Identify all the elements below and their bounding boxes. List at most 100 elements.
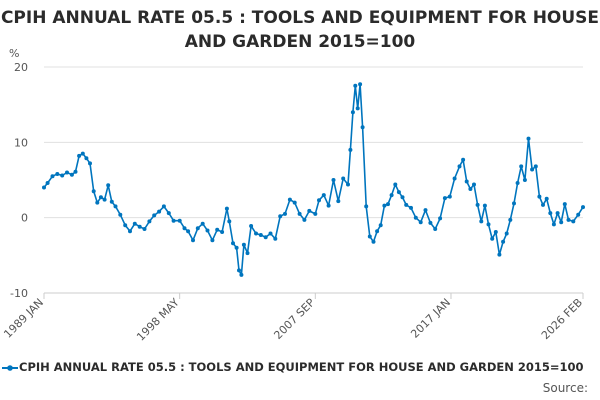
- data-point[interactable]: [177, 218, 182, 223]
- data-point[interactable]: [65, 170, 69, 175]
- data-point[interactable]: [358, 82, 363, 87]
- data-point[interactable]: [268, 231, 273, 236]
- data-point[interactable]: [171, 218, 176, 223]
- data-point[interactable]: [137, 224, 142, 229]
- data-point[interactable]: [147, 219, 152, 224]
- data-point[interactable]: [263, 235, 268, 240]
- data-point[interactable]: [80, 151, 85, 156]
- data-point[interactable]: [530, 167, 535, 172]
- data-point[interactable]: [447, 194, 452, 199]
- data-point[interactable]: [562, 202, 567, 207]
- data-point[interactable]: [239, 272, 244, 277]
- data-point[interactable]: [210, 238, 215, 243]
- data-point[interactable]: [166, 211, 171, 216]
- data-point[interactable]: [132, 221, 137, 226]
- legend[interactable]: CPIH ANNUAL RATE 05.5 : TOOLS AND EQUIPM…: [0, 359, 600, 377]
- data-point[interactable]: [559, 220, 564, 225]
- data-point[interactable]: [254, 231, 258, 236]
- data-point[interactable]: [157, 209, 162, 214]
- data-point[interactable]: [195, 226, 200, 231]
- data-point[interactable]: [348, 147, 353, 152]
- data-point[interactable]: [526, 136, 531, 141]
- data-point[interactable]: [501, 239, 506, 244]
- data-point[interactable]: [533, 164, 538, 169]
- data-point[interactable]: [88, 161, 92, 166]
- data-point[interactable]: [258, 233, 263, 237]
- data-point[interactable]: [355, 106, 360, 111]
- data-point[interactable]: [123, 223, 128, 228]
- data-point[interactable]: [237, 268, 241, 273]
- data-point[interactable]: [482, 203, 487, 208]
- data-point[interactable]: [438, 216, 443, 221]
- data-point[interactable]: [555, 211, 560, 216]
- data-point[interactable]: [241, 242, 246, 247]
- data-point[interactable]: [77, 153, 82, 158]
- data-point[interactable]: [227, 219, 232, 224]
- data-point[interactable]: [350, 110, 355, 115]
- data-point[interactable]: [234, 245, 239, 250]
- data-point[interactable]: [472, 182, 476, 187]
- data-point[interactable]: [393, 182, 398, 187]
- data-point[interactable]: [409, 205, 413, 210]
- data-point[interactable]: [442, 196, 447, 201]
- data-point[interactable]: [55, 172, 60, 176]
- data-point[interactable]: [297, 211, 302, 216]
- data-point[interactable]: [186, 229, 191, 234]
- data-point[interactable]: [200, 221, 205, 226]
- series-line[interactable]: [43, 83, 584, 276]
- data-point[interactable]: [400, 195, 405, 200]
- data-point[interactable]: [60, 173, 65, 178]
- data-point[interactable]: [515, 181, 520, 185]
- data-point[interactable]: [313, 211, 318, 216]
- data-point[interactable]: [249, 224, 254, 228]
- data-point[interactable]: [386, 202, 390, 207]
- data-point[interactable]: [566, 217, 571, 222]
- data-point[interactable]: [273, 236, 278, 241]
- data-point[interactable]: [353, 83, 358, 88]
- data-point[interactable]: [278, 214, 283, 219]
- data-point[interactable]: [231, 241, 235, 246]
- data-point[interactable]: [551, 222, 556, 227]
- data-point[interactable]: [404, 202, 409, 207]
- data-point[interactable]: [73, 169, 78, 174]
- data-point[interactable]: [336, 199, 341, 204]
- data-point[interactable]: [396, 190, 401, 195]
- data-point[interactable]: [341, 176, 346, 181]
- data-point[interactable]: [98, 195, 103, 200]
- data-point[interactable]: [215, 227, 220, 232]
- data-point[interactable]: [364, 204, 369, 209]
- data-point[interactable]: [475, 202, 480, 207]
- data-point[interactable]: [69, 172, 74, 177]
- data-point[interactable]: [581, 205, 585, 210]
- data-point[interactable]: [367, 234, 372, 239]
- data-point[interactable]: [102, 197, 107, 202]
- data-point[interactable]: [182, 226, 187, 231]
- data-point[interactable]: [346, 182, 350, 187]
- data-point[interactable]: [479, 219, 484, 224]
- data-point[interactable]: [537, 194, 542, 199]
- data-point[interactable]: [326, 203, 331, 208]
- data-point[interactable]: [519, 164, 524, 169]
- data-point[interactable]: [245, 251, 250, 256]
- data-point[interactable]: [544, 196, 549, 201]
- data-point[interactable]: [142, 227, 147, 231]
- data-point[interactable]: [128, 229, 132, 234]
- data-point[interactable]: [302, 217, 307, 222]
- data-point[interactable]: [541, 202, 545, 207]
- data-point[interactable]: [220, 230, 225, 234]
- data-point[interactable]: [360, 125, 365, 130]
- data-point[interactable]: [161, 204, 166, 209]
- data-point[interactable]: [191, 238, 195, 243]
- data-point[interactable]: [375, 229, 380, 234]
- data-point[interactable]: [468, 187, 473, 191]
- data-point[interactable]: [504, 231, 509, 236]
- data-point[interactable]: [486, 222, 491, 227]
- data-point[interactable]: [413, 215, 418, 220]
- data-point[interactable]: [113, 204, 118, 209]
- data-point[interactable]: [493, 230, 498, 234]
- data-point[interactable]: [106, 183, 111, 188]
- data-point[interactable]: [508, 217, 513, 222]
- data-point[interactable]: [95, 200, 100, 205]
- data-point[interactable]: [464, 179, 469, 184]
- data-point[interactable]: [389, 193, 394, 198]
